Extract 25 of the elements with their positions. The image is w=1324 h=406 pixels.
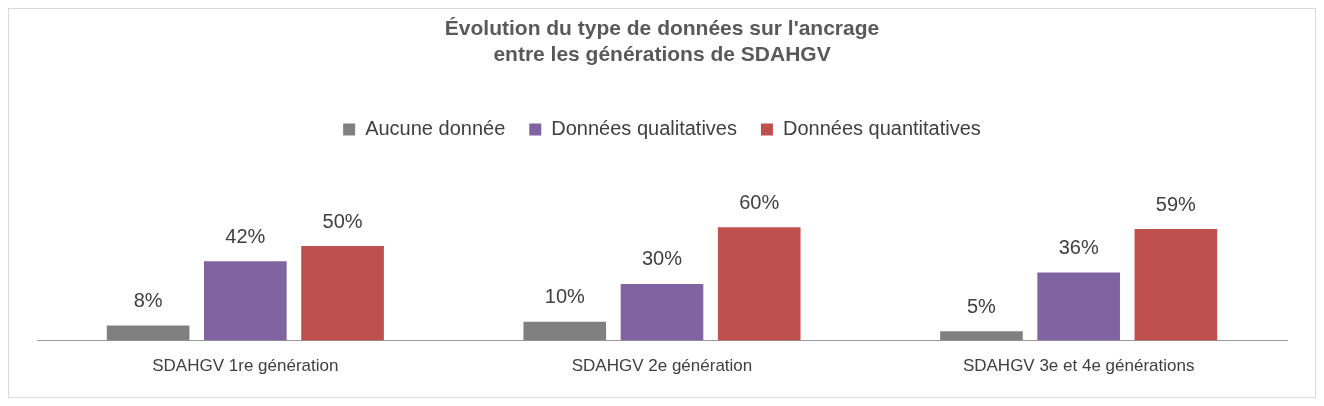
data-label: 8% xyxy=(133,289,163,311)
legend-label: Données qualitatives xyxy=(551,116,737,139)
bar xyxy=(204,261,287,341)
data-label: 59% xyxy=(1155,192,1197,215)
data-label: 36% xyxy=(1058,236,1099,259)
x-tick-label: SDAHGV 3e et 4e générations xyxy=(962,356,1195,376)
chart-title: Évolution du type de données sur l'ancrage entre les générations de SDAHGV xyxy=(444,16,880,65)
bar xyxy=(523,321,607,341)
bar xyxy=(1037,272,1120,341)
bar xyxy=(106,325,190,341)
data-label: 5% xyxy=(966,294,997,317)
x-tick-label: SDAHGV 1re génération xyxy=(152,356,339,376)
data-label: 50% xyxy=(322,209,363,232)
legend-label: Aucune donnée xyxy=(365,116,506,139)
bar xyxy=(301,246,384,341)
bar xyxy=(620,283,704,341)
data-label: 30% xyxy=(641,247,683,270)
bar xyxy=(940,331,1023,341)
legend-label: Données quantitatives xyxy=(782,116,981,139)
data-label: 10% xyxy=(544,285,586,308)
bar xyxy=(717,227,801,341)
bar xyxy=(1134,229,1218,341)
data-label: 60% xyxy=(739,190,780,213)
x-tick-label: SDAHGV 2e génération xyxy=(571,356,753,376)
data-label: 42% xyxy=(225,224,266,247)
